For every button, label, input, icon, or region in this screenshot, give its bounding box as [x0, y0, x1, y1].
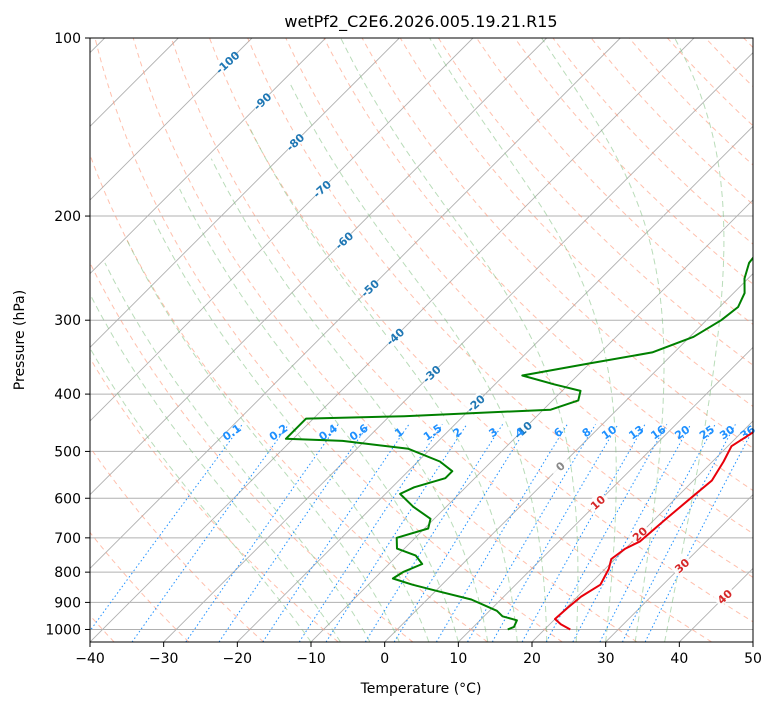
isotherm-label-background [419, 362, 443, 385]
background-lines [90, 38, 753, 642]
isotherm-label-background [548, 454, 572, 477]
dry-adiabat [514, 38, 753, 285]
mixing-ratio-line [185, 424, 339, 642]
isotherm-line [605, 494, 753, 642]
isotherm-line [163, 52, 753, 642]
isotherm-label-background [309, 177, 333, 200]
x-tick-label: 30 [597, 651, 615, 667]
mixing-ratio-line [467, 424, 596, 642]
x-tick-label: −30 [149, 651, 179, 667]
x-tick-label: 10 [449, 651, 467, 667]
x-tick-label: 20 [523, 651, 541, 667]
chart-title: wetPf2_C2E6.2026.005.19.21.R15 [284, 12, 557, 32]
isotherm-line [237, 125, 753, 642]
dry-adiabat [399, 38, 753, 408]
mixing-ratio-line [325, 424, 468, 642]
moist-adiabat [179, 188, 459, 642]
dry-adiabat [94, 38, 563, 642]
isotherm-label-background [283, 130, 306, 153]
moist-adiabat [290, 84, 548, 642]
plot-frame [89, 37, 754, 643]
sounding-profiles [284, 256, 753, 631]
isotherm-line [90, 38, 326, 275]
isotherm-label-background [463, 391, 487, 415]
moist-adiabat [104, 262, 371, 642]
mixing-ratio-line [644, 428, 753, 642]
isotherm-label-background [712, 584, 736, 608]
isotherm-label-background [215, 50, 239, 73]
x-axis-ticks: −40 −30 −20 −10 0 10 20 30 40 50 [75, 642, 762, 667]
isotherm-label-background [510, 418, 534, 441]
y-tick-label: 1000 [45, 622, 81, 638]
dry-adiabat [209, 38, 753, 623]
mixing-ratio-line [393, 424, 530, 642]
isotherm-line [90, 38, 547, 496]
mixing-ratio-line [621, 424, 736, 642]
y-tick-label: 200 [54, 209, 81, 225]
dry-adiabat [90, 261, 414, 642]
mixing-ratio-line [218, 424, 370, 642]
y-tick-label: 800 [54, 565, 81, 581]
x-axis-title: Temperature (°C) [360, 681, 482, 697]
dry-adiabat [170, 38, 712, 642]
moist-adiabat [90, 292, 341, 642]
y-axis-title: Pressure (hPa) [12, 290, 28, 390]
dry-adiabat [285, 38, 753, 535]
moist-adiabat [90, 347, 312, 642]
mixing-ratio-line [491, 424, 619, 642]
y-tick-label: 300 [54, 313, 81, 329]
isotherm-line [90, 38, 621, 569]
dry-adiabat [90, 153, 488, 642]
isotherm-line [531, 420, 753, 642]
x-tick-label: 40 [670, 651, 688, 667]
moist-adiabat [541, 38, 665, 642]
isotherm-label-background [357, 276, 381, 299]
mixing-ratio-line [521, 424, 646, 642]
y-tick-label: 500 [54, 444, 81, 460]
mixing-ratio-line [364, 424, 504, 642]
y-tick-label: 700 [54, 531, 81, 547]
mixing-ratio-line [572, 424, 692, 642]
isotherm-label-background [627, 522, 651, 545]
mixing-ratio-line [545, 424, 668, 642]
isotherm-label-background [383, 324, 406, 348]
dry-adiabat [247, 38, 753, 578]
moist-adiabat [151, 215, 430, 642]
isotherm-line [458, 346, 753, 642]
y-tick-label: 600 [54, 491, 81, 507]
isotherm-line [90, 38, 474, 422]
dewpoint-profile-line [284, 256, 753, 631]
x-tick-label: −40 [75, 651, 105, 667]
dry-adiabat [90, 531, 190, 642]
moist-adiabat [664, 38, 725, 642]
y-tick-label: 400 [54, 387, 81, 403]
temperature-profile-line [554, 431, 753, 631]
mixing-ratio-line [131, 424, 290, 642]
isotherm-label-background [669, 553, 693, 577]
isotherm-label-background [585, 490, 609, 513]
isotherm-line [90, 38, 253, 201]
x-tick-label: −10 [296, 651, 326, 667]
moist-adiabat [429, 38, 617, 642]
y-tick-label: 900 [54, 595, 81, 611]
dry-adiabat [90, 357, 339, 642]
y-axis-ticks: 1000 900 800 700 600 500 400 300 200 100 [45, 31, 90, 638]
y-tick-label: 100 [54, 31, 81, 47]
mixing-ratio-line [435, 424, 568, 642]
x-tick-label: 50 [744, 651, 762, 667]
moist-adiabat [126, 240, 400, 642]
x-tick-label: −20 [223, 651, 253, 667]
isotherm-label-background [331, 228, 355, 251]
x-tick-label: 0 [380, 651, 389, 667]
mixing-ratio-line [599, 424, 716, 642]
moist-adiabat [247, 124, 518, 642]
isotherm-label-background [250, 89, 274, 112]
dry-adiabat [90, 446, 264, 642]
